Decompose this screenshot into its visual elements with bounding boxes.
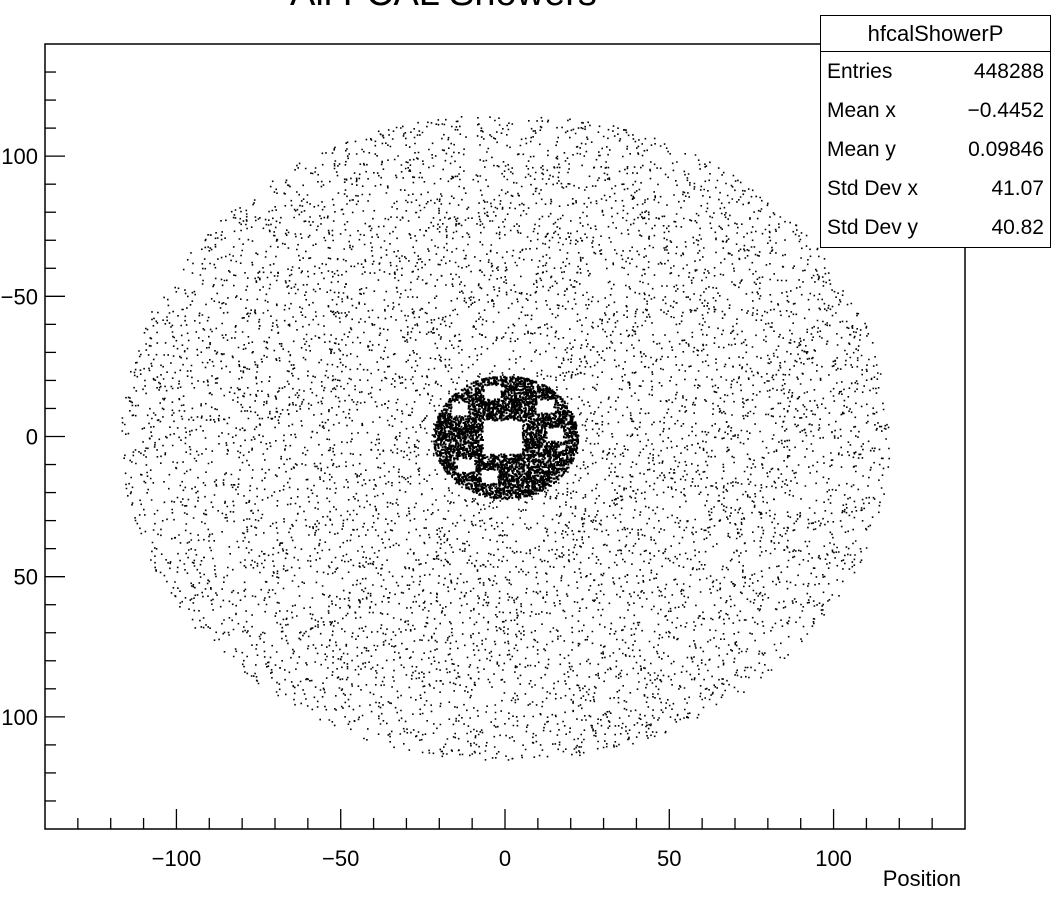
stats-value: 0.09846 bbox=[968, 137, 1044, 161]
stats-value: 40.82 bbox=[991, 215, 1044, 239]
x-axis-label: Position bbox=[882, 866, 961, 891]
stats-value: 448288 bbox=[973, 59, 1044, 83]
y-tick-label: 100 bbox=[1, 144, 38, 169]
stats-label: Mean x bbox=[827, 98, 896, 122]
stats-title: hfcalShowerP bbox=[821, 16, 1050, 52]
x-tick-label: −50 bbox=[322, 846, 359, 871]
x-tick-label: 100 bbox=[815, 846, 852, 871]
scatter-points bbox=[121, 116, 890, 761]
chart-title: All FCAL Showers bbox=[290, 0, 597, 15]
axis-ticks bbox=[45, 71, 933, 829]
x-tick-label: 50 bbox=[657, 846, 681, 871]
stats-label: Entries bbox=[827, 59, 893, 83]
stats-row-mean-x: Mean x −0.4452 bbox=[821, 91, 1050, 130]
stats-label: Mean y bbox=[827, 137, 896, 161]
y-tick-label: 0 bbox=[26, 425, 38, 450]
y-tick-label: 100 bbox=[1, 705, 38, 730]
stats-row-std-dev-x: Std Dev x 41.07 bbox=[821, 169, 1050, 208]
y-tick-label: −50 bbox=[1, 284, 38, 309]
stats-row-mean-y: Mean y 0.09846 bbox=[821, 130, 1050, 169]
stats-row-entries: Entries 448288 bbox=[821, 52, 1050, 91]
x-tick-label: 0 bbox=[499, 846, 511, 871]
y-tick-label: 50 bbox=[14, 565, 38, 590]
stats-box: hfcalShowerP Entries 448288 Mean x −0.44… bbox=[820, 15, 1051, 248]
stats-row-std-dev-y: Std Dev y 40.82 bbox=[821, 208, 1050, 247]
stats-label: Std Dev x bbox=[827, 176, 919, 200]
stats-value: 41.07 bbox=[991, 176, 1044, 200]
x-tick-label: −100 bbox=[152, 846, 202, 871]
stats-label: Std Dev y bbox=[827, 215, 919, 239]
axis-tick-labels: −100 −50 0 50 100 100 50 0 −50 100 bbox=[1, 144, 852, 871]
shower-points bbox=[121, 116, 890, 761]
stats-value: −0.4452 bbox=[967, 98, 1045, 122]
